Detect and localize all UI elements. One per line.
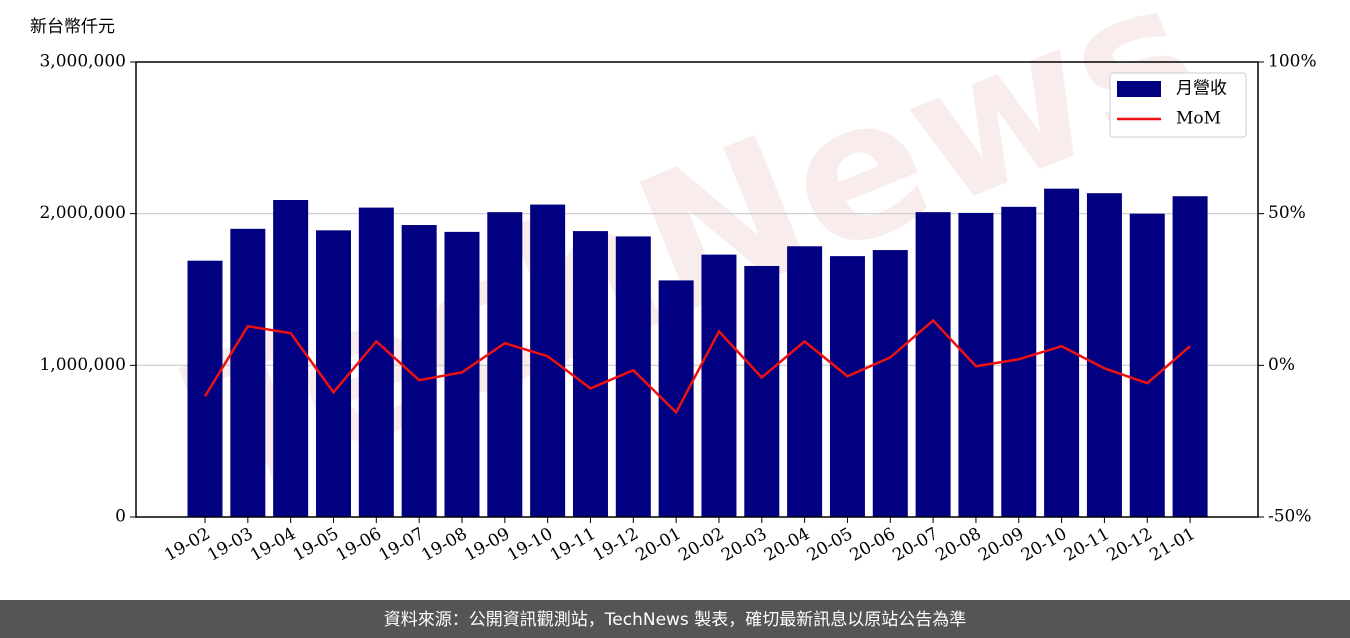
legend-label: MoM <box>1176 109 1221 129</box>
x-tick-label: 20-04 <box>761 524 813 566</box>
bar <box>401 225 437 517</box>
bar <box>872 250 908 518</box>
x-tick-label: 20-03 <box>718 524 770 566</box>
x-tick-label: 20-08 <box>932 524 984 566</box>
bar <box>187 260 223 517</box>
y2-tick-label: 50% <box>1268 203 1306 223</box>
bar <box>1129 213 1165 517</box>
bar <box>658 280 694 517</box>
bar <box>315 230 351 517</box>
x-tick-label: 19-12 <box>590 524 642 566</box>
x-tick-label: 20-01 <box>632 524 684 566</box>
x-tick-label: 19-07 <box>375 524 427 566</box>
x-tick-label: 20-10 <box>1018 524 1070 566</box>
bar <box>1086 193 1122 518</box>
x-tick-label: 19-03 <box>204 524 256 566</box>
x-tick-label: 19-08 <box>418 524 470 566</box>
bar <box>744 265 780 517</box>
bar <box>487 212 523 517</box>
y-axis-label: 新台幣仟元 <box>30 17 115 37</box>
y-tick-label: 3,000,000 <box>39 52 126 72</box>
y2-tick-label: 0% <box>1268 355 1295 375</box>
bar <box>701 254 737 517</box>
x-tick-label: 20-07 <box>889 524 941 566</box>
bar <box>615 236 651 517</box>
x-tick-label: 20-11 <box>1061 524 1113 566</box>
plot-frame <box>135 61 1259 518</box>
x-tick-label: 19-10 <box>504 524 556 566</box>
line <box>203 318 1191 415</box>
x-tick-label: 19-11 <box>547 524 599 566</box>
x-tick-label: 19-05 <box>290 524 342 566</box>
x-tick-label: 21-01 <box>1146 524 1198 566</box>
bar <box>787 246 823 517</box>
footer-band <box>0 600 1350 638</box>
y-tick-label: 0 <box>115 507 126 527</box>
bar <box>273 200 309 517</box>
bar <box>829 256 865 517</box>
bar <box>572 231 608 517</box>
x-tick-label: 19-06 <box>333 524 385 566</box>
bar <box>358 207 394 517</box>
x-tick-label: 20-12 <box>1104 524 1156 566</box>
x-tick-label: 20-09 <box>975 524 1027 566</box>
y2-tick-label: -50% <box>1268 507 1312 527</box>
bar <box>915 212 951 517</box>
x-tick-label: 20-06 <box>847 524 899 566</box>
footer: 資料來源：公開資訊觀測站，TechNews 製表，確切最新訊息以原站公告為準 <box>384 610 966 630</box>
x-tick-label: 20-05 <box>804 524 856 566</box>
bar <box>530 204 566 518</box>
x-tick-label: 19-02 <box>161 524 213 566</box>
legend-swatch <box>1117 81 1161 97</box>
y2-tick-label: 100% <box>1268 52 1317 72</box>
legend-label: 月營收 <box>1176 79 1227 99</box>
x-tick-label: 19-09 <box>461 524 513 566</box>
x-tick-label: 20-02 <box>675 524 727 566</box>
y-tick-label: 1,000,000 <box>39 355 126 375</box>
bar <box>230 228 266 518</box>
y-tick-label: 2,000,000 <box>39 203 126 223</box>
